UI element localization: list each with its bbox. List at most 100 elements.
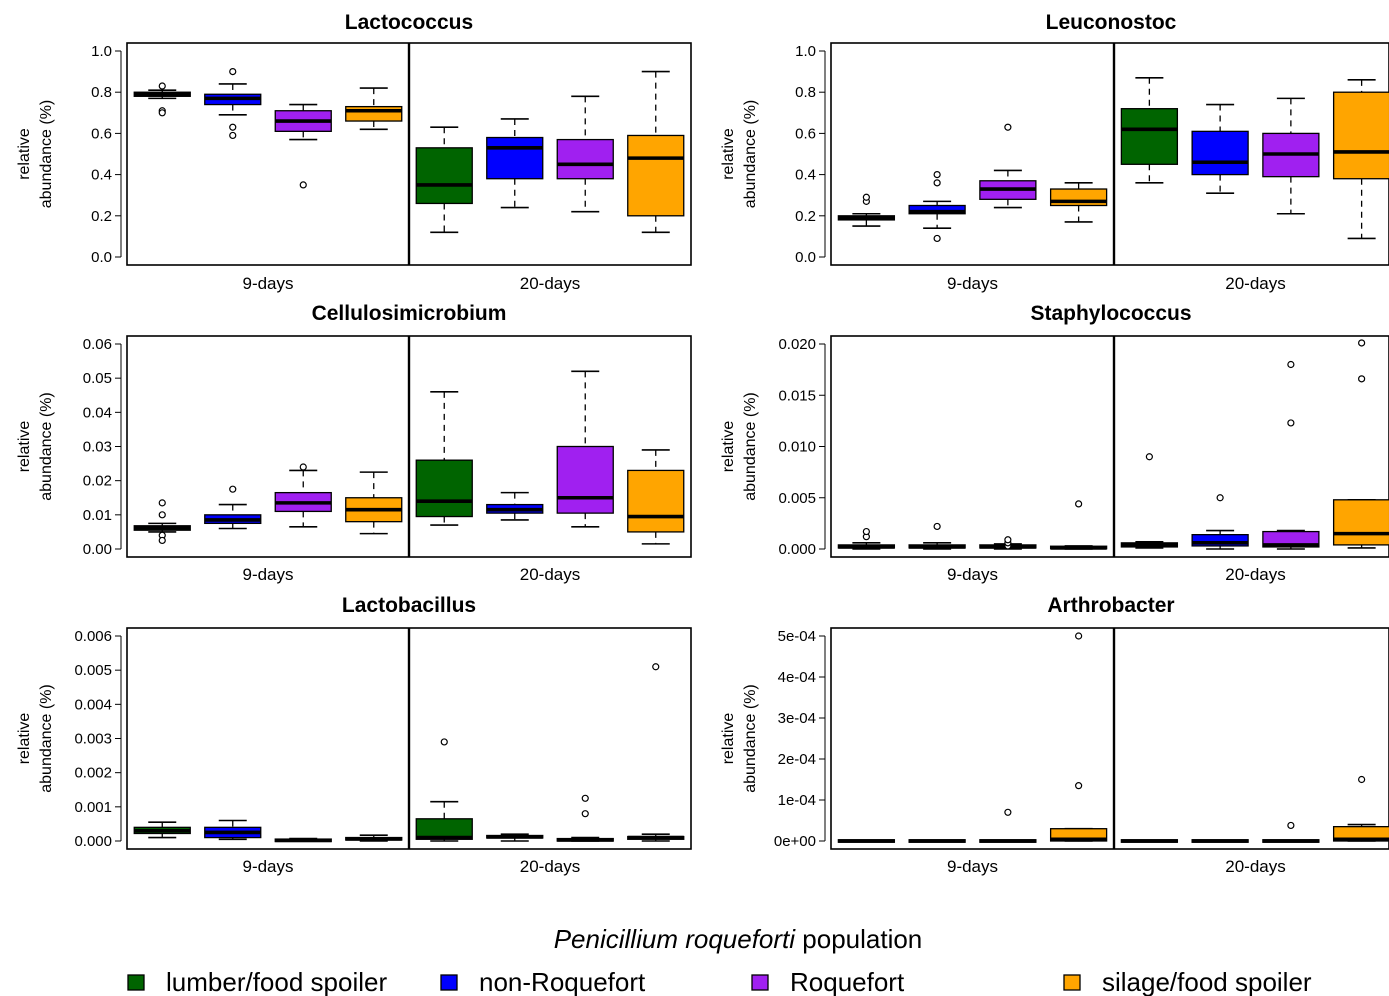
y-tick-label: 0.2 <box>795 208 816 225</box>
y-tick-label: 0.005 <box>778 490 816 507</box>
y-tick-label: 1.0 <box>795 43 816 60</box>
y-tick-label: 0.001 <box>74 799 112 816</box>
legend-label: lumber/food spoiler <box>166 967 387 996</box>
boxplot-roquefort <box>556 794 614 842</box>
outlier-point <box>933 522 941 531</box>
y-tick-label: 0.005 <box>74 662 112 679</box>
boxplot-roquefort <box>556 370 614 528</box>
y-tick-label: 0.020 <box>778 336 816 353</box>
boxplot-lumber-food-spoiler <box>837 527 896 550</box>
y-tick-label: 2e-04 <box>778 751 816 768</box>
y-tick-label: 0.004 <box>74 696 112 713</box>
legend-swatch <box>440 974 458 991</box>
y-tick-label: 0.015 <box>778 387 816 404</box>
y-axis-label: abundance (%) <box>38 684 55 793</box>
y-tick-label: 0.010 <box>778 439 816 456</box>
boxplot-silage-food-spoiler <box>1332 79 1389 240</box>
outlier-point <box>1004 123 1012 131</box>
box-iqr <box>1120 108 1179 165</box>
y-tick-label: 0.0 <box>795 249 816 266</box>
y-tick-label: 0.003 <box>74 731 112 748</box>
y-tick-label: 0.000 <box>778 541 816 558</box>
boxplot-non-roquefort <box>204 67 262 140</box>
x-category-label: 9-days <box>242 274 293 293</box>
boxplot-lumber-food-spoiler <box>415 738 473 842</box>
panel-cellulosimicrobium: Cellulosimicrobium 0.00 0.01 0.02 0.03 0.04 0.… <box>16 302 692 584</box>
outlier-point <box>1075 782 1083 790</box>
outlier-point <box>652 663 660 671</box>
box-iqr <box>556 445 614 514</box>
y-tick-label: 0.006 <box>74 628 112 645</box>
x-category-label: 20-days <box>520 274 580 293</box>
outlier-point <box>1216 494 1224 502</box>
legend-swatch <box>751 974 769 991</box>
panel-arthrobacter: Arthrobacter 0e+00 1e-04 2e-04 3e-04 4e-04 5e-… <box>720 594 1389 876</box>
box-iqr <box>415 147 473 205</box>
boxplot-lumber-food-spoiler <box>133 499 191 545</box>
box-iqr <box>1191 534 1249 547</box>
boxplot-silage-food-spoiler <box>1332 339 1389 549</box>
boxplot-non-roquefort <box>1191 839 1249 843</box>
boxplot-silage-food-spoiler <box>1049 500 1108 550</box>
outlier-point <box>158 536 166 545</box>
boxplot-roquefort <box>274 103 332 189</box>
plot-frame <box>830 335 1389 558</box>
outlier-point <box>229 131 237 140</box>
y-axis-label: abundance (%) <box>742 684 759 793</box>
y-tick-label: 0.4 <box>91 167 112 184</box>
outlier-point <box>229 123 237 131</box>
boxplot-non-roquefort <box>908 839 966 843</box>
x-category-label: 9-days <box>947 274 998 293</box>
boxplot-silage-food-spoiler <box>1049 182 1108 223</box>
panel-lactococcus: Lactococcus 0.0 0.2 0.4 0.6 0.8 1.0 relative abu… <box>16 11 692 293</box>
outlier-point <box>933 171 941 179</box>
boxplot-non-roquefort <box>486 118 544 209</box>
boxplot-lumber-food-spoiler <box>133 821 191 839</box>
y-tick-label: 0.01 <box>83 507 112 524</box>
y-tick-label: 0.8 <box>91 84 112 101</box>
y-tick-label: 0.8 <box>795 84 816 101</box>
y-tick-label: 0.05 <box>83 370 112 387</box>
x-category-label: 9-days <box>242 565 293 584</box>
y-tick-label: 1e-04 <box>778 792 816 809</box>
boxplot-roquefort <box>274 837 332 843</box>
panel-lactobacillus: Lactobacillus 0.000 0.001 0.002 0.003 0.004 0.… <box>16 594 692 876</box>
x-category-label: 20-days <box>1225 274 1285 293</box>
boxplot-lumber-food-spoiler <box>837 193 896 227</box>
y-axis-label: relative <box>16 128 33 180</box>
boxplot-non-roquefort <box>486 833 544 842</box>
y-tick-label: 0.00 <box>83 541 112 558</box>
y-tick-label: 3e-04 <box>778 710 816 727</box>
outlier-point <box>1145 453 1153 461</box>
outlier-point <box>1075 632 1083 640</box>
y-axis-label: relative <box>16 713 33 765</box>
legend-swatch <box>1063 974 1081 991</box>
boxplot-roquefort <box>979 536 1037 550</box>
panel-title: Arthrobacter <box>1047 594 1174 617</box>
outlier-point <box>1358 775 1366 784</box>
boxplot-non-roquefort <box>1191 103 1249 194</box>
y-tick-label: 0.04 <box>83 404 112 421</box>
y-tick-label: 0.6 <box>795 125 816 142</box>
boxplot-lumber-food-spoiler <box>133 82 191 117</box>
panel-title: Lactococcus <box>345 11 473 34</box>
y-axis-label: relative <box>720 421 737 473</box>
outlier-point <box>1004 808 1012 816</box>
outlier-point <box>862 527 870 536</box>
boxplot-lumber-food-spoiler <box>837 839 896 843</box>
plot-frame <box>830 42 1389 266</box>
legend-label: silage/food spoiler <box>1102 967 1312 996</box>
y-axis-label: abundance (%) <box>742 100 759 209</box>
boxplot-non-roquefort <box>1191 494 1249 550</box>
panel-title: Cellulosimicrobium <box>312 302 507 325</box>
panel-leuconostoc: Leuconostoc 0.0 0.2 0.4 0.6 0.8 1.0 relative abu… <box>720 11 1389 293</box>
y-tick-label: 0.2 <box>91 208 112 225</box>
legend-label: Roquefort <box>790 967 905 996</box>
boxplot-roquefort <box>979 808 1037 843</box>
box-iqr <box>556 138 614 180</box>
x-category-label: 9-days <box>947 565 998 584</box>
y-tick-label: 0.06 <box>83 336 112 353</box>
x-category-label: 20-days <box>1225 565 1285 584</box>
box-iqr <box>415 459 473 518</box>
box-iqr <box>1332 91 1389 180</box>
